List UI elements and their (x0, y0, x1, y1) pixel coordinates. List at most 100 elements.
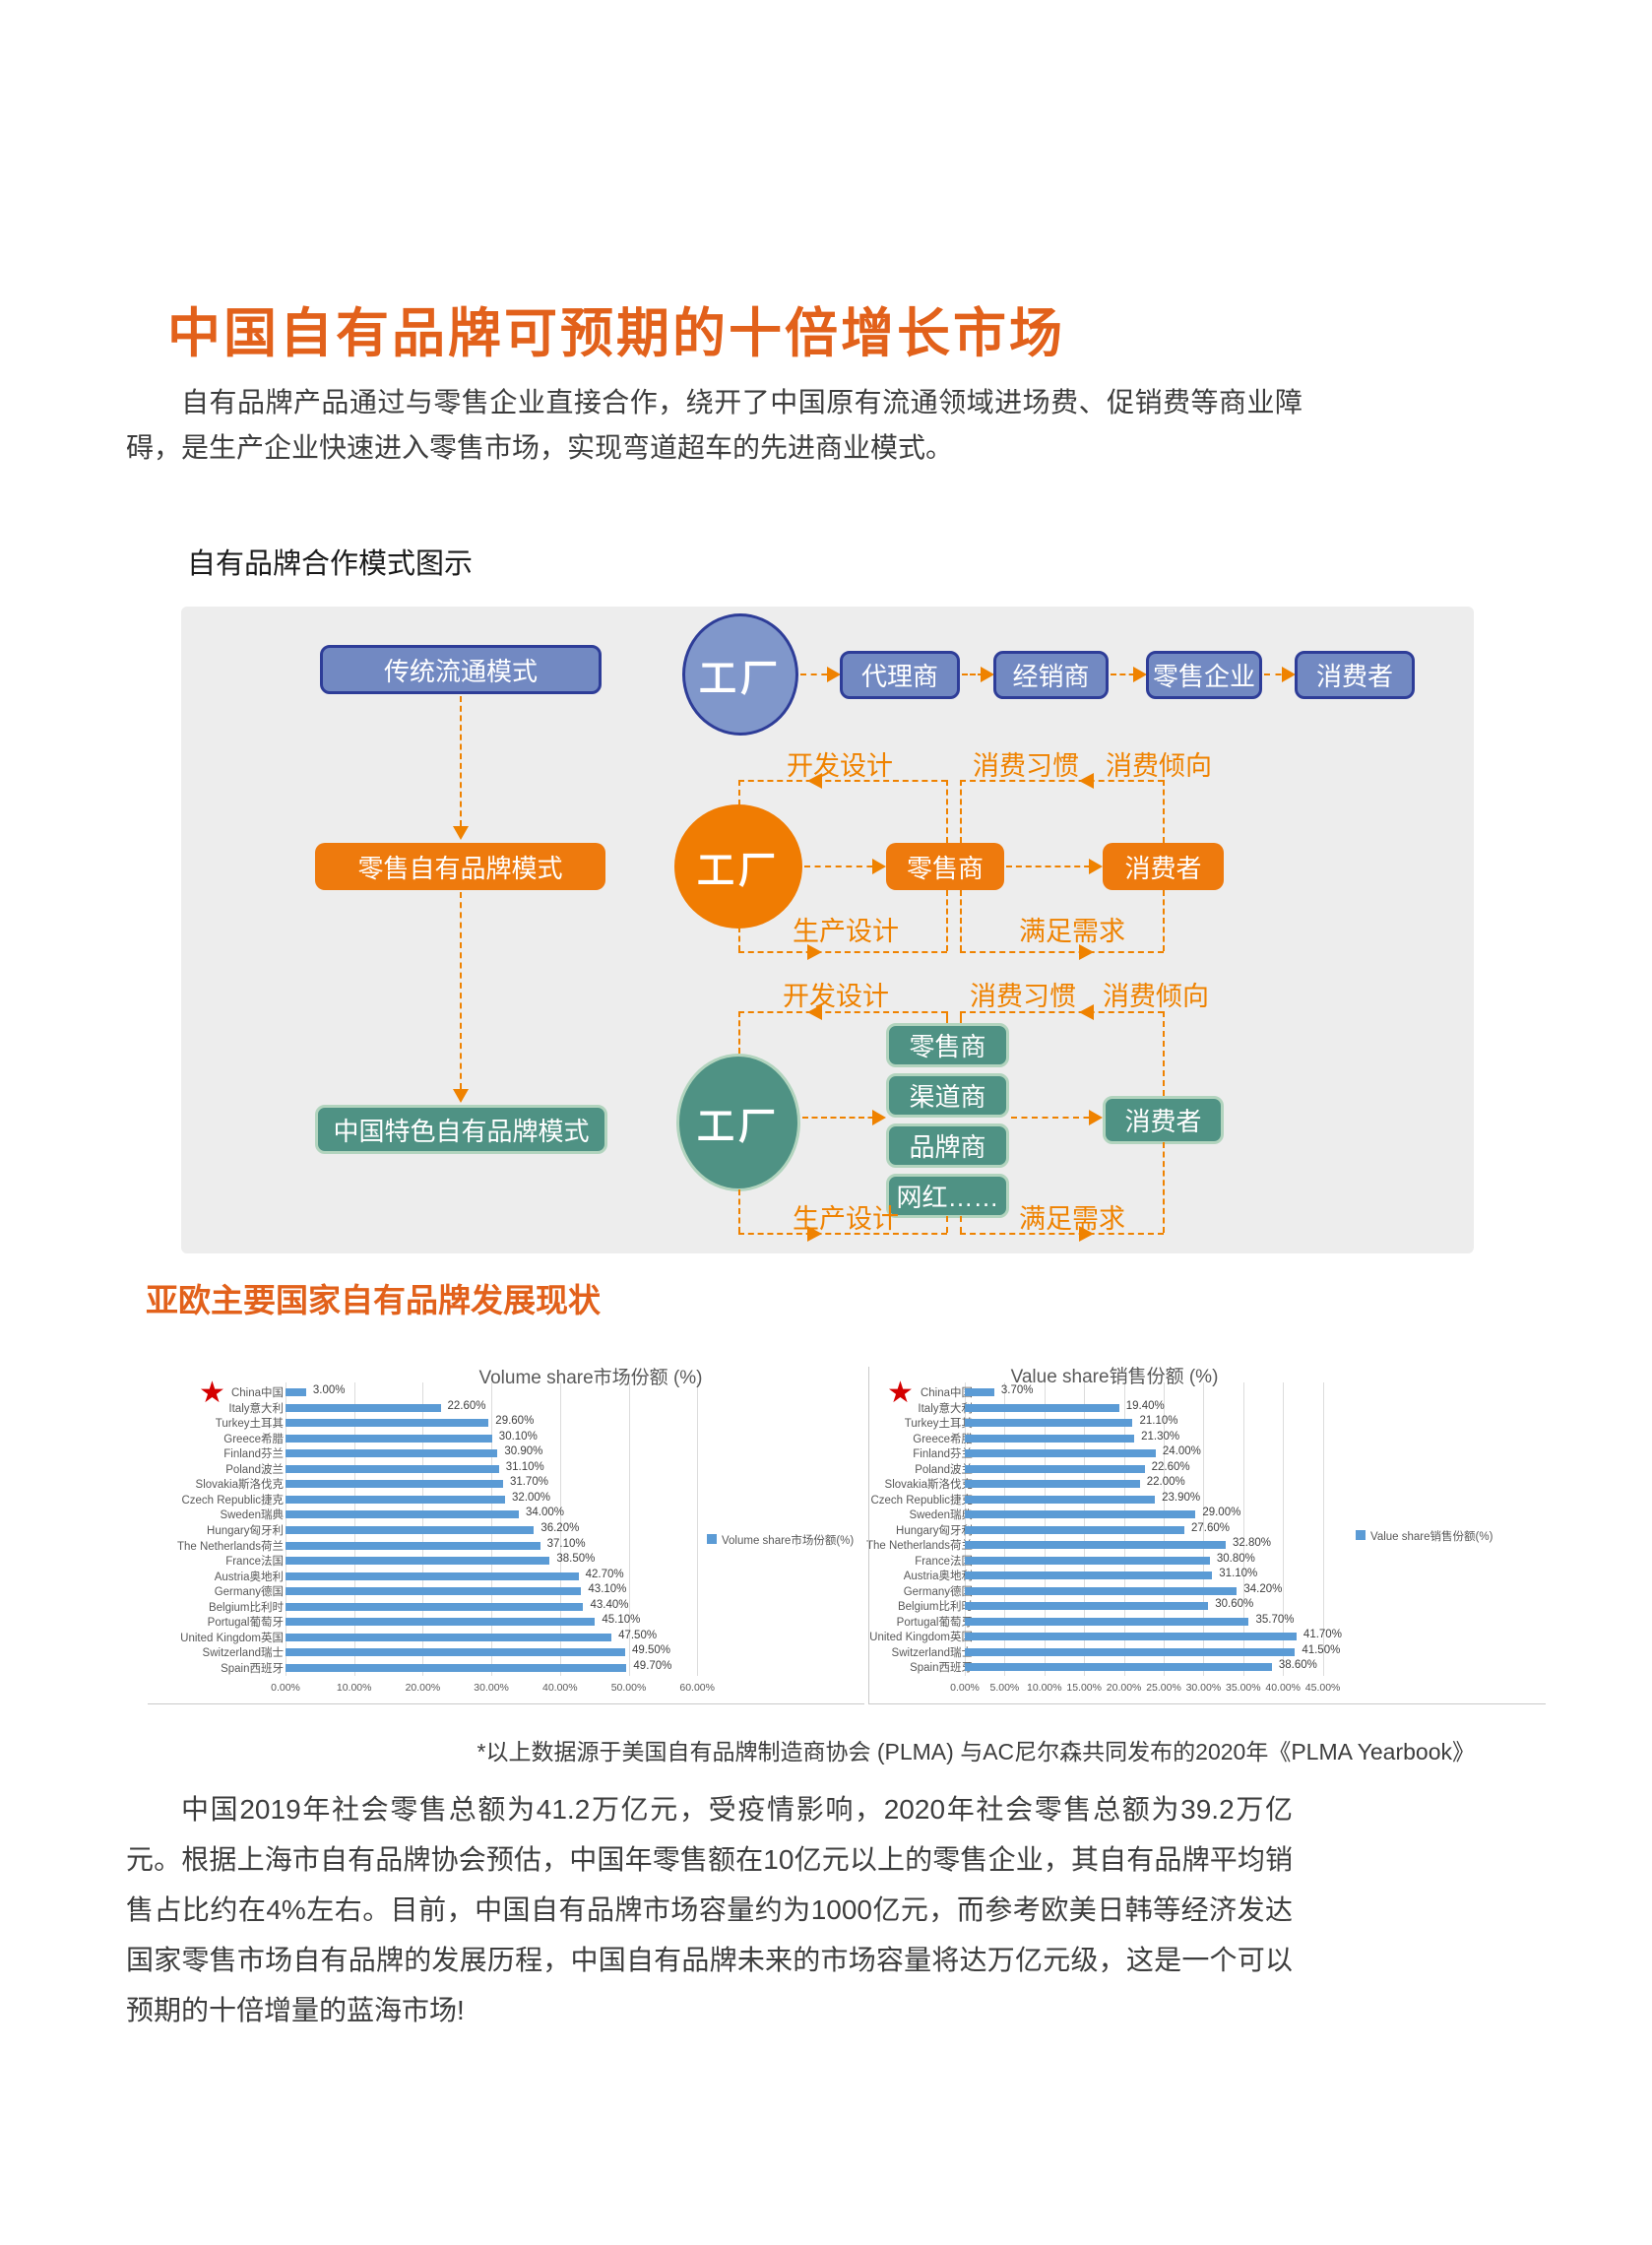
category-label: Belgium比利时 (897, 1601, 973, 1613)
bar-value-label: 49.50% (632, 1644, 671, 1657)
bar-value-label: 22.00% (1146, 1476, 1185, 1488)
chart-border (868, 1703, 1546, 1704)
feedback-line (738, 1233, 947, 1235)
bar (965, 1572, 1213, 1579)
bar-value-label: 38.50% (556, 1553, 596, 1566)
bar (965, 1495, 1156, 1504)
cooperation-model-diagram: 传统流通模式 工厂 代理商 经销商 零售企业 消费者 开发设计 消费习惯 消费倾… (181, 607, 1474, 1253)
bar-value-label: 47.50% (618, 1629, 658, 1641)
bar-value-label: 3.00% (312, 1384, 346, 1396)
category-label: The Netherlands荷兰 (176, 1540, 284, 1553)
category-label: Slovakia斯洛伐克 (195, 1479, 284, 1492)
bar (286, 1388, 306, 1396)
bar (965, 1602, 1209, 1610)
feedback-line (946, 780, 948, 843)
arrow-icon (1006, 859, 1103, 874)
axis-tick-label: 45.00% (1304, 1682, 1341, 1694)
category-label: United Kingdom英国 (869, 1632, 973, 1643)
category-label: Spain西班牙 (221, 1662, 284, 1675)
feedback-line (1163, 780, 1165, 843)
feedback-line (960, 1011, 962, 1023)
factory-circle-retail-pl: 工厂 (674, 804, 802, 929)
category-label: Finland芬兰 (223, 1448, 284, 1461)
category-label: Belgium比利时 (208, 1601, 284, 1614)
feedback-line (738, 951, 947, 953)
chart-border (868, 1367, 869, 1703)
feedback-line (738, 1189, 740, 1233)
bar-value-label: 34.20% (1243, 1582, 1283, 1595)
bar (965, 1586, 1238, 1595)
arrow-icon (802, 1110, 886, 1125)
factory-circle-traditional: 工厂 (682, 613, 798, 736)
bar (286, 1587, 582, 1596)
data-source-footnote: *以上数据源于美国自有品牌制造商协会 (PLMA) 与AC尼尔森共同发布的202… (477, 1739, 1475, 1764)
bar-value-label: 21.30% (1141, 1430, 1180, 1443)
bar (286, 1464, 499, 1473)
gridline (628, 1382, 630, 1676)
bar-value-label: 32.80% (1233, 1537, 1272, 1549)
axis-tick-label: 20.00% (405, 1682, 441, 1694)
bar-value-label: 41.70% (1303, 1629, 1342, 1640)
feedback-line (960, 1216, 962, 1233)
bar-value-label: 45.10% (602, 1614, 641, 1627)
axis-tick-label: 20.00% (1106, 1682, 1142, 1694)
bar (286, 1541, 540, 1550)
bar (286, 1663, 627, 1672)
axis-tick-label: 5.00% (989, 1682, 1020, 1694)
feedback-line (1163, 1011, 1165, 1096)
model-box-china-pl: 中国特色自有品牌模式 (315, 1105, 607, 1154)
feedback-line (946, 1216, 948, 1233)
axis-tick-label: 30.00% (1185, 1682, 1222, 1694)
arrow-icon (1111, 667, 1147, 682)
axis-tick-label: 40.00% (541, 1682, 578, 1694)
chart-border (148, 1703, 864, 1704)
category-label: Poland波兰 (225, 1463, 284, 1476)
stack-box-channel: 渠道商 (886, 1073, 1009, 1118)
bar (965, 1449, 1156, 1457)
bar (965, 1647, 1296, 1656)
axis-tick-label: 10.00% (1026, 1682, 1062, 1694)
label-satisfy-demand: 满足需求 (1019, 917, 1125, 946)
bar (286, 1525, 535, 1534)
arrowhead-right-icon (1079, 1226, 1094, 1242)
arrowhead-right-icon (1079, 944, 1094, 960)
category-label: Switzerland瑞士 (891, 1646, 973, 1659)
category-label: Czech Republic捷克 (181, 1494, 284, 1507)
bar (286, 1434, 492, 1443)
gridline (559, 1382, 561, 1676)
stack-box-retailer: 零售商 (886, 1023, 1009, 1067)
feedback-line (960, 1233, 1164, 1235)
model-box-retail-pl: 零售自有品牌模式 (315, 843, 605, 890)
value-share-chart: 0.00% 5.00% 10.00% 15.00% 20.00% 25.00% 30.00%… (866, 1359, 1546, 1713)
arrow-icon (962, 667, 994, 682)
category-label: Austria奥地利 (903, 1571, 973, 1582)
gridline (1203, 1382, 1205, 1676)
feedback-line (960, 780, 962, 843)
bar-value-label: 22.60% (1151, 1460, 1190, 1473)
axis-tick-label: 30.00% (474, 1682, 509, 1694)
bar (286, 1618, 596, 1627)
category-label: Greece希腊 (223, 1433, 284, 1445)
legend: Volume share市场份额(%) (707, 1532, 854, 1548)
category-label: Poland波兰 (915, 1463, 973, 1476)
feedback-line (738, 1011, 740, 1054)
diagram-caption: 自有品牌合作模式图示 (187, 548, 474, 580)
label-produce-design: 生产设计 (793, 917, 899, 946)
bar (965, 1663, 1272, 1671)
bar (965, 1464, 1145, 1473)
stack-box-influencer: 网红…… (886, 1174, 1009, 1218)
bar (286, 1510, 519, 1519)
arrowhead-left-icon (1079, 1004, 1094, 1020)
bar-value-label: 43.40% (590, 1598, 629, 1611)
page-title: 中国自有品牌可预期的十倍增长市场 (167, 304, 1065, 363)
label-develop-design: 开发设计 (783, 982, 889, 1011)
feedback-line (738, 780, 740, 805)
chain-box-retail-enterprise: 零售企业 (1146, 651, 1262, 699)
category-label: Slovakia斯洛伐克 (884, 1479, 973, 1491)
chain-box-consumer: 消费者 (1295, 651, 1415, 699)
closing-paragraph: 中国2019年社会零售总额为41.2万亿元，受疫情影响，2020年社会零售总额为… (126, 1794, 1293, 2025)
volume-share-chart: 0.00% 10.00% 20.00% 30.00% 40.00% 50.00% 60.00… (138, 1359, 866, 1713)
bar-value-label: 38.60% (1278, 1659, 1317, 1671)
category-label: China中国 (920, 1387, 973, 1399)
category-label: Italy意大利 (228, 1402, 284, 1415)
